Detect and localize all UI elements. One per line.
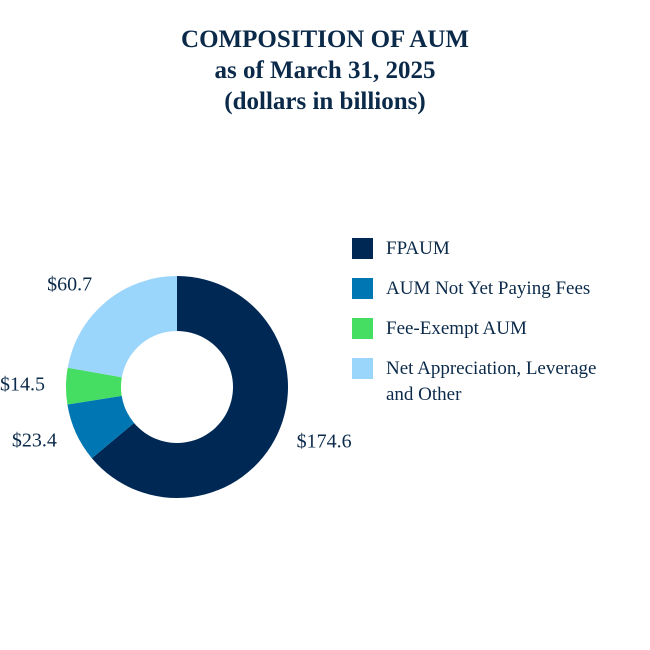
- chart-subtitle: (dollars in billions): [224, 88, 426, 115]
- data-label: $174.6: [297, 430, 352, 452]
- legend-swatch: [352, 238, 373, 259]
- titles: COMPOSITION OF AUM as of March 31, 2025 …: [0, 24, 650, 117]
- legend-item: Net Appreciation, Leverage and Other: [352, 356, 602, 408]
- slice: [66, 367, 122, 405]
- chart-title: COMPOSITION OF AUM: [181, 26, 469, 53]
- legend-label: FPAUM: [386, 238, 450, 259]
- slice: [91, 276, 288, 498]
- legend-label: Net Appreciation, Leverage and Other: [386, 358, 597, 405]
- slice: [67, 276, 177, 378]
- legend-swatch: [352, 358, 373, 379]
- data-label: $60.7: [47, 273, 92, 295]
- legend-item: FPAUM: [352, 236, 602, 262]
- legend-label: AUM Not Yet Paying Fees: [386, 278, 591, 299]
- data-label: $23.4: [12, 429, 57, 451]
- slice: [67, 395, 135, 459]
- legend-swatch: [352, 278, 373, 299]
- chart-subtitle: as of March 31, 2025: [214, 57, 436, 84]
- legend-item: Fee-Exempt AUM: [352, 316, 602, 342]
- legend: FPAUM AUM Not Yet Paying Fees Fee-Exempt A…: [352, 236, 602, 422]
- legend-item: AUM Not Yet Paying Fees: [352, 276, 602, 302]
- data-label: $14.5: [0, 374, 45, 396]
- legend-swatch: [352, 318, 373, 339]
- legend-label: Fee-Exempt AUM: [386, 318, 527, 339]
